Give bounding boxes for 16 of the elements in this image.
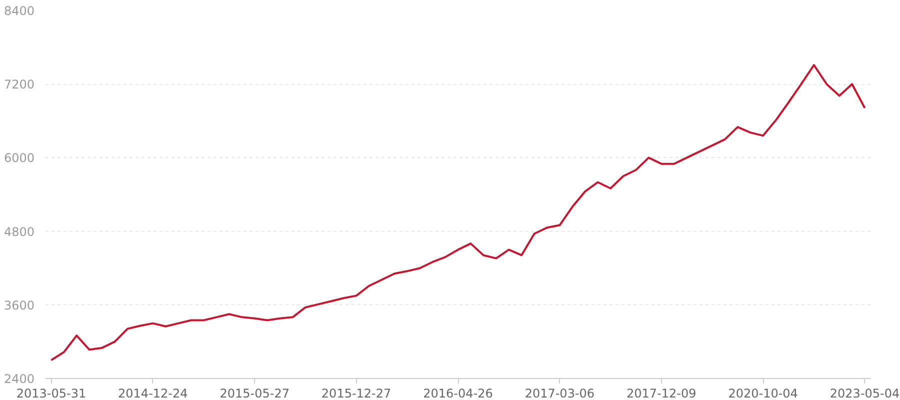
y-tick-label: 8400 [4,4,35,18]
x-tick-label: 2017-03-06 [524,386,595,400]
x-tick-label: 2017-12-09 [626,386,696,400]
x-tick-label: 2023-05-04 [830,386,900,400]
y-tick-label: 7200 [4,78,35,92]
x-tick-label: 2016-04-26 [423,386,493,400]
x-tick-label: 2020-10-04 [728,386,798,400]
y-tick-label: 6000 [4,151,35,166]
x-tick-label: 2015-05-27 [220,386,290,400]
line-series [50,64,866,362]
x-tick-label: 2013-05-31 [16,386,86,400]
x-tick-label: 2014-12-24 [118,386,188,400]
y-tick-label: 2400 [4,372,35,386]
y-tick-label: 4800 [4,224,35,239]
x-tick-label: 2015-12-27 [321,386,392,400]
y-tick-label: 3600 [4,298,35,312]
